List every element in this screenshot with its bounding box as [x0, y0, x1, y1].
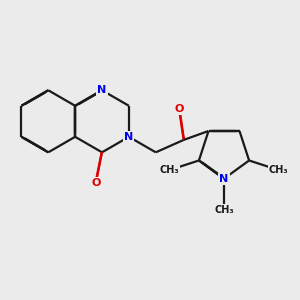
Text: CH₃: CH₃: [269, 165, 288, 175]
Text: O: O: [174, 104, 184, 114]
Text: N: N: [98, 85, 106, 95]
Text: N: N: [219, 174, 229, 184]
Text: N: N: [124, 132, 134, 142]
Text: O: O: [91, 178, 101, 188]
Text: CH₃: CH₃: [160, 165, 179, 175]
Text: CH₃: CH₃: [214, 205, 234, 215]
